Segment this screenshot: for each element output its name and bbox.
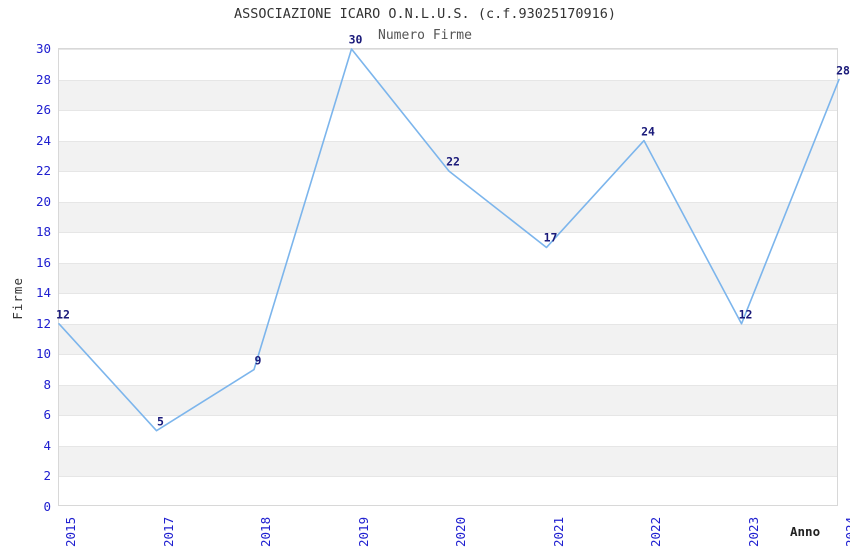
data-point-label: 22	[446, 154, 460, 169]
y-tick-label: 30	[35, 40, 51, 56]
y-tick-label: 20	[35, 193, 51, 209]
data-point-label: 12	[56, 307, 70, 322]
gridline	[59, 476, 837, 478]
chart-subtitle: Numero Firme	[378, 28, 472, 43]
plot-band	[59, 445, 837, 477]
plot-band	[59, 262, 837, 294]
x-axis-title: Anno	[790, 524, 821, 539]
y-tick-label: 26	[35, 101, 51, 117]
chart-title: ASSOCIAZIONE ICARO O.N.L.U.S. (c.f.93025…	[233, 6, 616, 22]
y-tick-label: 16	[35, 254, 51, 270]
data-point-label: 9	[254, 353, 262, 368]
y-tick-label: 24	[35, 132, 51, 148]
plot-band	[59, 201, 837, 233]
plot-band	[59, 323, 837, 355]
data-point-label: 17	[543, 230, 558, 245]
data-point-label: 28	[836, 63, 850, 78]
y-tick-label: 10	[35, 346, 51, 362]
plot-band	[59, 79, 837, 111]
gridline	[59, 232, 837, 234]
gridline	[59, 415, 837, 417]
y-axis-title: Firme	[10, 277, 25, 320]
gridline	[59, 323, 837, 325]
plot-band	[59, 384, 837, 416]
y-tick-label: 12	[35, 315, 51, 331]
plot-bands	[59, 49, 837, 505]
gridline	[59, 445, 837, 447]
plot-area: 0 2 4 6 8 10 12 14 16 18 20 22 24 26 28 30 2015 2017 2018…	[35, 32, 850, 547]
gridline	[59, 49, 837, 50]
y-tick-label: 4	[43, 437, 51, 453]
y-tick-label: 0	[43, 498, 51, 514]
y-tick-label: 18	[35, 223, 51, 239]
gridline	[59, 384, 837, 386]
data-point-label: 30	[348, 32, 363, 47]
gridline	[59, 262, 837, 264]
y-tick-label: 22	[35, 162, 51, 178]
y-tick-label: 6	[43, 407, 51, 423]
gridline	[59, 110, 837, 112]
y-tick-label: 14	[35, 285, 51, 301]
data-point-label: 12	[738, 307, 753, 322]
data-point-label: 5	[157, 414, 164, 429]
y-tick-label: 28	[35, 71, 51, 87]
gridline	[59, 79, 837, 81]
gridline	[59, 171, 837, 173]
y-tick-label: 2	[43, 468, 51, 484]
gridline	[59, 140, 837, 142]
gridline	[59, 354, 837, 356]
gridline	[59, 201, 837, 203]
data-point-label: 24	[641, 124, 655, 139]
gridline	[59, 293, 837, 295]
y-tick-label: 8	[43, 376, 51, 392]
